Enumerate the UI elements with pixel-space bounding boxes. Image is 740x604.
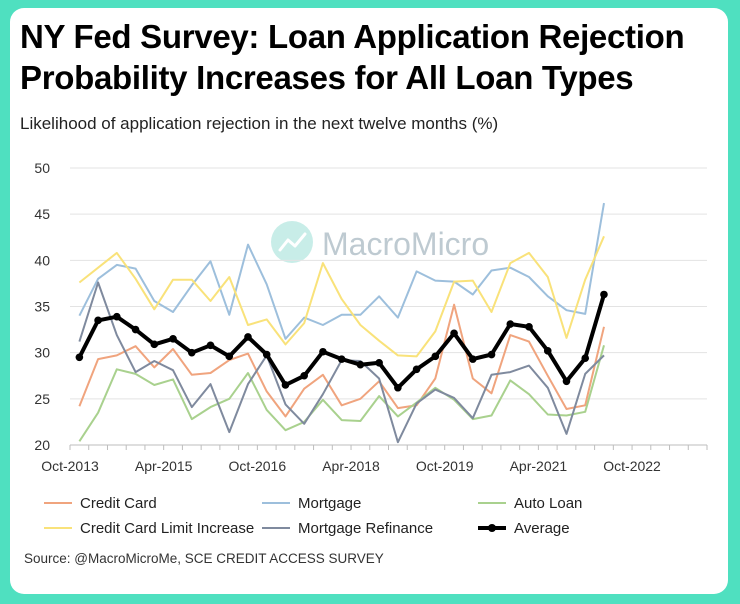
watermark-text: MacroMicro xyxy=(322,226,489,262)
average-point xyxy=(431,352,440,361)
chart-title: NY Fed Survey: Loan Application Rejectio… xyxy=(20,16,710,98)
chart-subtitle: Likelihood of application rejection in t… xyxy=(20,114,499,133)
average-point xyxy=(150,340,159,349)
average-point xyxy=(206,341,215,350)
average-point xyxy=(600,290,608,299)
x-tick-label: Oct-2019 xyxy=(416,458,474,474)
y-tick-label: 20 xyxy=(34,437,50,453)
x-tick-label: Oct-2016 xyxy=(229,458,287,474)
legend-label: Credit Card xyxy=(80,495,157,512)
average-point xyxy=(394,383,402,392)
average-point xyxy=(113,312,121,321)
y-tick-label: 25 xyxy=(34,391,50,407)
series-layer xyxy=(75,202,608,444)
watermark: MacroMicro xyxy=(271,221,489,263)
average-point xyxy=(412,365,421,374)
chart-card xyxy=(10,8,728,594)
average-point xyxy=(319,347,327,356)
average-point xyxy=(356,360,365,369)
x-tick-label: Apr-2018 xyxy=(322,458,380,474)
average-point xyxy=(469,355,477,363)
title-line-1: NY Fed Survey: Loan Application Rejectio… xyxy=(20,18,685,55)
average-point xyxy=(262,350,271,359)
series-line-mortgage xyxy=(78,202,605,340)
average-point xyxy=(543,347,552,355)
average-point xyxy=(581,354,590,363)
average-point xyxy=(94,316,102,325)
series-line-auto-loan xyxy=(78,345,605,442)
legend: Credit Card Mortgage Auto Loan Credit Card … xyxy=(44,495,582,537)
y-tick-label: 40 xyxy=(34,252,50,268)
average-point xyxy=(131,325,140,334)
legend-label: Mortgage xyxy=(298,495,361,512)
x-tick-label: Oct-2022 xyxy=(603,458,661,474)
x-tick-label: Apr-2021 xyxy=(510,458,568,474)
watermark-chart-glyph xyxy=(278,232,307,252)
y-tick-label: 35 xyxy=(34,299,50,315)
average-point xyxy=(75,353,84,362)
legend-label: Average xyxy=(514,520,570,537)
x-tick-label: Oct-2013 xyxy=(41,458,99,474)
average-point xyxy=(244,333,252,341)
average-point xyxy=(487,350,496,359)
x-axis: Oct-2013 Apr-2015 Oct-2016 Apr-2018 Oct-2019… xyxy=(41,444,708,474)
y-tick-label: 50 xyxy=(34,160,50,176)
average-point xyxy=(281,381,290,389)
grid-lines xyxy=(70,167,707,400)
title-line-2: Probability Increases for All Loan Types xyxy=(20,59,634,96)
x-tick-label: Apr-2015 xyxy=(135,458,193,474)
average-point xyxy=(450,329,458,338)
series-line-credit-card-limit-increase xyxy=(78,235,605,358)
average-point xyxy=(187,348,196,357)
y-tick-label: 45 xyxy=(34,206,50,222)
legend-label: Credit Card Limit Increase xyxy=(80,520,254,537)
y-axis: 20 25 30 35 40 45 50 xyxy=(34,160,50,453)
average-point xyxy=(375,359,383,367)
average-point xyxy=(525,323,533,331)
average-point xyxy=(300,371,308,380)
source-note: Source: @MacroMicroMe, SCE CREDIT ACCESS… xyxy=(24,551,384,566)
legend-label: Mortgage Refinance xyxy=(298,520,433,537)
series-line-credit-card xyxy=(78,303,605,418)
average-point xyxy=(225,352,234,361)
average-point xyxy=(337,355,346,363)
legend-label: Auto Loan xyxy=(514,495,582,512)
average-point xyxy=(506,320,515,328)
average-point xyxy=(562,377,571,386)
y-tick-label: 30 xyxy=(34,345,50,361)
legend-marker xyxy=(488,524,496,532)
average-point xyxy=(169,335,177,343)
